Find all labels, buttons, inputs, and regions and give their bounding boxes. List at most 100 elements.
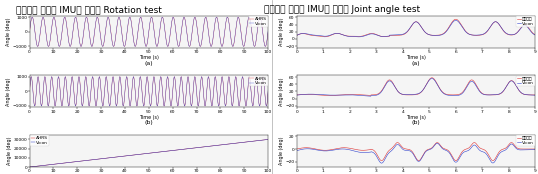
Vicon [526,94,532,96]
Vicon [526,27,532,30]
Vicon [181,105,188,107]
Line: Vicon: Vicon [297,20,535,37]
Text: 관성센서 기반의 IMU를 이용한 Rotation test: 관성센서 기반의 IMU를 이용한 Rotation test [16,5,162,14]
Vicon [532,34,538,36]
관성센서 [525,27,532,29]
Vicon [265,30,271,32]
AHRS [223,22,229,25]
AHRS [169,17,176,19]
Vicon [429,77,435,80]
Vicon [532,94,538,96]
AHRS [96,76,103,78]
Vicon [224,16,231,18]
관성센서 [294,148,300,150]
Vicon [117,81,124,83]
Legend: AHRS, Vicon: AHRS, Vicon [30,135,49,146]
Vicon [70,30,76,32]
Vicon [404,93,410,96]
AHRS [204,80,211,82]
Vicon [26,30,33,32]
X-axis label: Time (s): Time (s) [406,114,426,120]
관성센서 [532,148,538,150]
관성센서 [409,151,416,153]
Vicon [103,76,109,78]
Vicon [26,166,33,168]
Y-axis label: Angle (deg): Angle (deg) [7,137,12,165]
AHRS [223,143,229,145]
관성센서 [525,94,532,96]
관성센서 [482,93,488,96]
Legend: 관성센서, Vicon: 관성센서, Vicon [516,135,535,146]
Vicon [169,17,176,19]
Vicon [294,94,300,96]
AHRS [169,90,176,93]
Line: 관성센서: 관성센서 [297,143,535,161]
Line: AHRS: AHRS [30,139,268,167]
관성센서 [306,147,312,149]
관성센서 [526,148,532,150]
Vicon [223,143,229,145]
X-axis label: Time (s): Time (s) [406,55,426,60]
Vicon [525,149,532,151]
Vicon [204,145,211,148]
AHRS [70,79,76,81]
AHRS [181,148,188,150]
AHRS [181,105,188,107]
Vicon [482,152,488,154]
Vicon [223,22,229,24]
Vicon [409,23,416,25]
Vicon [243,105,249,107]
X-axis label: Time (s): Time (s) [139,114,159,120]
Vicon [169,149,176,152]
Line: Vicon: Vicon [297,78,535,96]
Legend: 관성센서, Vicon: 관성센서, Vicon [516,76,535,86]
Text: 관성센서 기반의 IMU를 이용한 Joint angle test: 관성센서 기반의 IMU를 이용한 Joint angle test [264,5,420,14]
관성센서 [526,27,532,29]
Vicon [117,155,124,157]
AHRS [204,24,211,26]
Text: (b): (b) [145,120,153,125]
Vicon [404,31,410,33]
AHRS [182,17,188,19]
Vicon [223,104,229,106]
Vicon [482,94,488,96]
Y-axis label: Angle (deg): Angle (deg) [279,137,284,165]
AHRS [26,90,33,92]
관성센서 [378,160,385,162]
Vicon [526,149,532,151]
X-axis label: Time (s): Time (s) [139,55,159,60]
Vicon [532,149,538,151]
Vicon [294,150,300,152]
Line: AHRS: AHRS [30,77,268,106]
Vicon [294,34,300,36]
AHRS [223,105,229,107]
AHRS [70,161,76,163]
Text: (b): (b) [412,120,420,125]
관성센서 [409,94,416,96]
Vicon [367,95,374,97]
Line: Vicon: Vicon [30,77,268,106]
Vicon [70,161,76,163]
Line: Vicon: Vicon [297,143,535,163]
Line: Vicon: Vicon [30,17,268,46]
AHRS [26,166,33,168]
관성센서 [508,141,515,144]
Vicon [181,148,188,150]
Vicon [265,89,271,91]
관성센서 [294,94,300,96]
관성센서 [429,77,435,79]
Vicon [306,33,312,35]
Vicon [70,80,76,82]
AHRS [117,155,124,157]
Vicon [434,142,441,144]
Vicon [265,138,271,140]
Vicon [204,25,211,27]
Vicon [169,89,176,92]
Legend: AHRS, Vicon: AHRS, Vicon [249,16,268,27]
관성센서 [404,31,410,34]
관성센서 [306,34,312,36]
Vicon [56,45,62,48]
관성센서 [526,94,532,96]
AHRS [117,23,124,25]
AHRS [169,149,176,152]
